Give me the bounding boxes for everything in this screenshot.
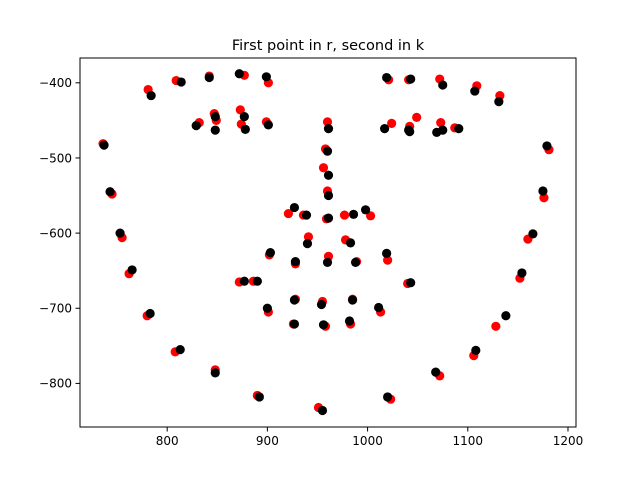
series-1-point-13 [491,321,501,331]
x-tick-label-2: 900 [256,434,279,448]
series-2-point-54 [350,257,361,268]
series-1-point-44 [283,208,294,219]
series-2-point-65 [318,320,329,330]
series-2-point-6 [175,344,185,355]
series-2-point-8 [254,392,264,402]
series-2-point-39 [494,96,504,107]
series-2-point-64 [289,319,300,329]
x-tick-label-3: 1000 [352,434,383,448]
series-2-point-16 [538,186,548,196]
series-2-point-38 [470,86,480,96]
series-2-point-49 [345,238,356,248]
series-2-point-29 [382,72,392,83]
series-2 [99,69,552,416]
series-2-point-22 [210,112,220,122]
series-1-point-16 [539,193,549,203]
series-2-point-40 [323,124,334,134]
series-1-point-47 [339,210,350,220]
y-tick-label-3: −600 [39,226,72,240]
x-tick-label-4: 1100 [453,434,484,448]
y-tick-label-5: −800 [39,377,72,391]
series-2-point-27 [261,72,271,82]
series-2-point-45 [289,202,300,213]
series-2-point-58 [406,278,416,288]
series-1-point-30 [387,118,397,128]
axes-frame [79,57,577,428]
chart-title: First point in r, second in k [232,38,425,54]
x-tick-label-5: 1200 [553,434,584,448]
series-2-point-17 [542,141,552,151]
series-2-point-44 [323,213,334,223]
series-2-point-51 [322,257,333,268]
series-2-point-18 [146,90,156,101]
series-2-point-26 [240,124,250,134]
y-tick-label-4: −700 [39,302,72,316]
series-2-point-57 [239,276,249,286]
series-2-point-3 [115,228,125,238]
series-2-point-21 [204,72,214,83]
y-tick-label-2: −500 [39,151,72,165]
axes: 800 900 1000 1100 1200 −400 −500 −600 −700 −800 [39,57,584,448]
series-2-point-9 [317,405,328,416]
series-2-point-61 [347,295,358,305]
series-2-point-62 [262,303,272,313]
plot-area [98,69,554,416]
series-1-point-33 [412,112,422,122]
series-2-point-4 [127,265,137,275]
series-2-point-5 [145,308,155,319]
series-2-point-7 [210,368,220,378]
series-2-point-48 [348,209,359,219]
series-1-point-35 [436,118,446,128]
series-1-point-46 [303,232,314,242]
series-2-point-46 [301,210,312,220]
series-2-point-2 [105,187,115,197]
series-2-point-55 [382,248,392,258]
series-2-point-60 [316,299,327,310]
series-2-point-42 [323,170,334,180]
series-2-point-33 [405,127,415,137]
series-2-point-43 [323,190,334,201]
series-1-point-24 [235,105,245,115]
series-2-point-47 [302,239,313,249]
series-2-point-52 [265,248,275,258]
series-2-point-25 [239,112,249,122]
series-2-point-20 [191,121,201,131]
series-2-point-15 [528,229,538,239]
series-2-point-28 [263,120,273,130]
series-1-point-41 [318,163,329,173]
y-tick-label-1: −400 [39,76,72,90]
series-2-point-31 [406,74,416,84]
series-2-point-13 [501,311,511,321]
series-1-point-54 [383,255,393,265]
series-2-point-35 [438,125,448,135]
series-2-point-63 [374,302,384,313]
series-2-point-11 [431,367,441,377]
series-2-point-10 [383,392,393,402]
series-2-point-23 [210,125,220,135]
series-2-point-56 [252,276,262,286]
series-2-point-36 [438,80,448,90]
series-2-point-41 [322,146,333,156]
series-2-point-50 [360,205,371,215]
series-2-point-37 [454,124,464,134]
series-2-point-12 [471,345,481,355]
series-2-point-59 [289,295,300,305]
series-2-point-66 [344,316,355,326]
series-2-point-30 [380,124,390,134]
series-1-point-39 [322,117,333,127]
series-2-point-14 [517,268,527,278]
x-tick-label-1: 800 [156,434,179,448]
series-2-point-1 [99,140,109,150]
series-2-point-24 [234,69,244,79]
series-2-point-19 [176,77,186,87]
series-2-point-53 [290,257,301,267]
